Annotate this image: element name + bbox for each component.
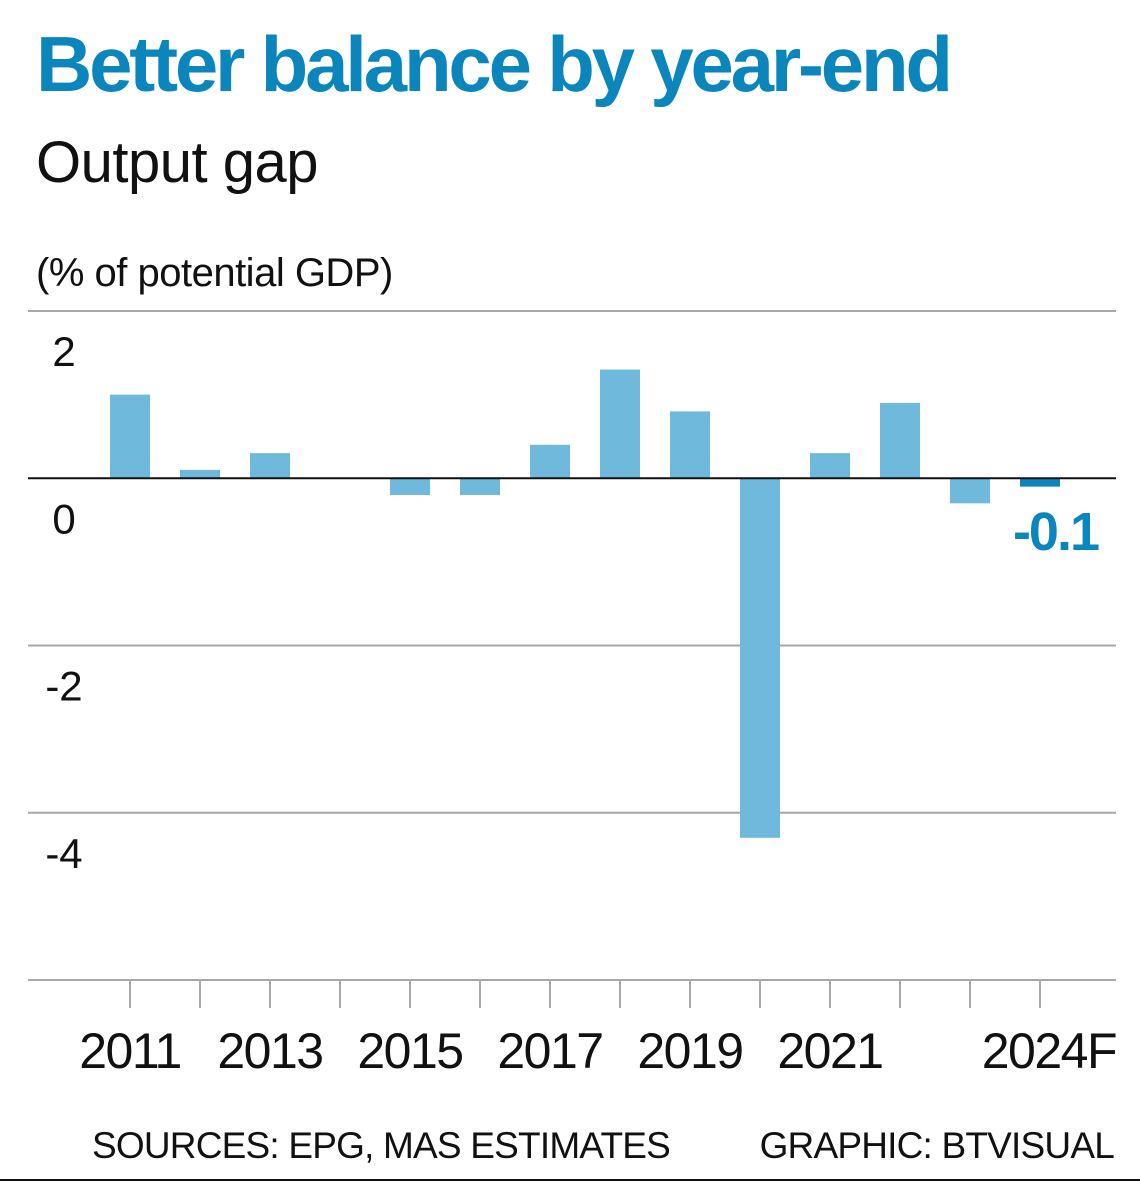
axes [28,477,1116,1008]
chart-title: Better balance by year-end [36,20,953,108]
x-tick-label: 2019 [637,1023,742,1079]
bar [740,478,780,838]
y-tick-label: 0 [52,495,75,542]
x-tick-label: 2015 [357,1023,462,1079]
y-tick-label: -4 [45,830,82,877]
bar [180,469,220,479]
x-tick-label: 2013 [217,1023,322,1079]
source-note: SOURCES: EPG, MAS ESTIMATES [92,1125,671,1166]
x-tick-label: 2011 [79,1023,181,1079]
bar [250,453,290,479]
x-tick-label: 2024F [982,1023,1116,1079]
y-axis-unit-label: (% of potential GDP) [36,251,393,295]
bar [110,394,150,479]
bar [460,478,500,495]
bar [600,369,640,479]
bar [950,478,990,504]
labels: 2 0 -2 -4 2011 2013 2015 2017 2019 2021 2024F -0.1 [45,328,1117,1079]
bar [390,478,430,495]
y-tick-label: 2 [52,328,75,375]
x-tick-label: 2017 [497,1023,602,1079]
bar-highlight [1020,478,1060,487]
bottom-rule [0,1179,1140,1181]
highlight-data-label: -0.1 [1013,502,1099,562]
bar [670,411,710,479]
x-tick-label: 2021 [777,1023,882,1079]
y-tick-label: -2 [45,663,82,710]
gridlines [28,310,1116,981]
chart-subtitle: Output gap [36,130,319,195]
bar [530,444,570,479]
bars [110,369,1060,838]
bar [880,402,920,479]
bar [810,453,850,479]
graphic-credit: GRAPHIC: BTVISUAL [759,1125,1115,1166]
